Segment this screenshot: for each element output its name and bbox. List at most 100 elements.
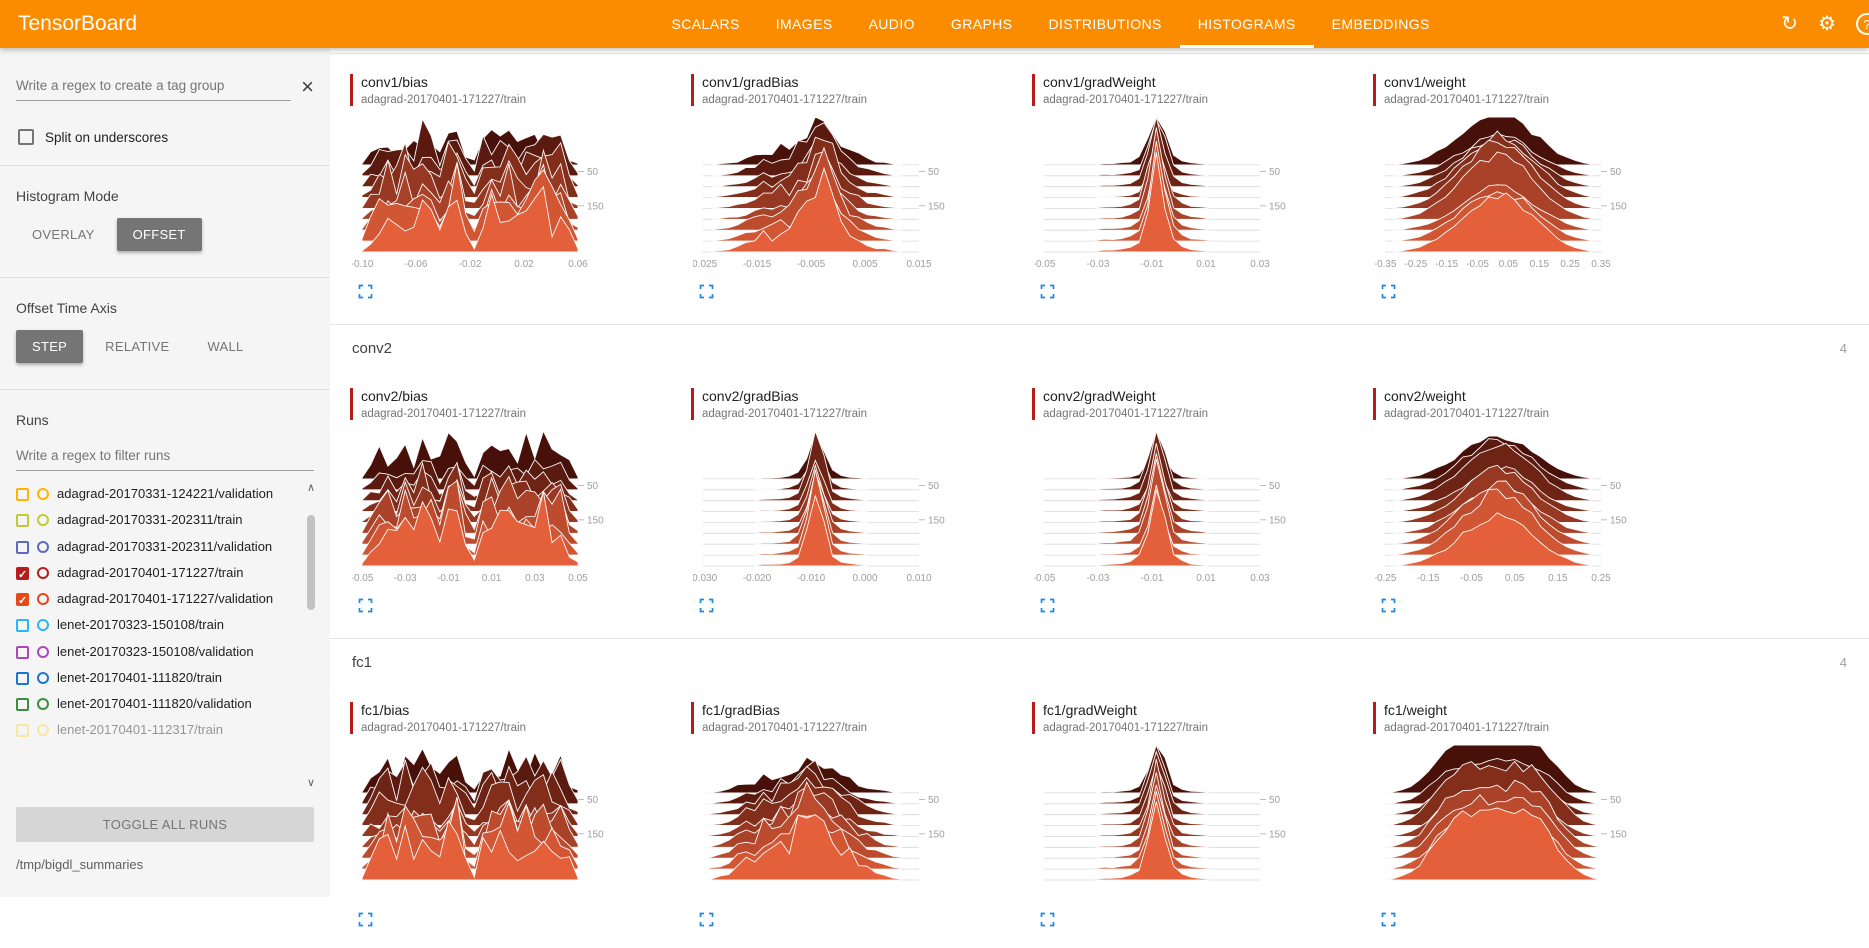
wall-button[interactable]: WALL	[207, 339, 244, 354]
scroll-down-icon[interactable]: ∨	[306, 777, 316, 789]
expand-card-button[interactable]	[350, 284, 675, 302]
expand-card-button[interactable]	[1373, 284, 1698, 302]
scroll-thumb[interactable]	[307, 515, 315, 610]
checkbox-icon[interactable]	[18, 129, 34, 145]
run-checkbox[interactable]	[16, 698, 29, 711]
tab-audio[interactable]: AUDIO	[868, 16, 915, 32]
close-icon[interactable]: ×	[301, 73, 314, 99]
histogram-chart[interactable]: 50 150 -0.25 -0.15 -0.05 0.05 0.15 0.25	[1375, 428, 1698, 596]
histogram-chart[interactable]: 50 150 -0.05 -0.03 -0.01 0.01 0.03 0.05	[352, 428, 675, 596]
svg-text:150: 150	[1610, 201, 1627, 212]
run-checkbox-checked[interactable]: ✓	[16, 593, 29, 607]
scroll-up-icon[interactable]: ∧	[306, 482, 316, 494]
run-checkbox[interactable]	[16, 488, 29, 501]
card-run-name: adagrad-20170401-171227/train	[1384, 407, 1549, 420]
histogram-chart[interactable]: 50 150 -0.025 -0.015 -0.005 0.005 0.015	[693, 114, 1016, 282]
section-header-conv2[interactable]: conv2 4	[330, 324, 1869, 372]
split-underscores-toggle[interactable]: Split on underscores	[18, 129, 314, 145]
settings-gear-icon[interactable]: ⚙	[1818, 13, 1836, 35]
relative-button[interactable]: RELATIVE	[105, 339, 170, 354]
run-row[interactable]: lenet-20170323-150108/train	[16, 612, 314, 638]
histogram-chart[interactable]: 50 150 -0.030 -0.020 -0.010 0.000 0.010	[693, 428, 1016, 596]
card-title: conv2/gradWeight	[1043, 388, 1156, 404]
run-checkbox[interactable]	[16, 645, 29, 659]
divider	[0, 277, 330, 278]
histogram-chart[interactable]: 50 150 -0.05 -0.03 -0.01 0.01 0.03	[1034, 114, 1357, 282]
run-checkbox[interactable]	[16, 619, 29, 633]
app-title: TensorBoard	[18, 12, 138, 35]
toggle-all-runs-button[interactable]: TOGGLE ALL RUNS	[16, 807, 314, 842]
overlay-button[interactable]: OVERLAY	[32, 227, 95, 242]
run-row[interactable]: lenet-20170401-112317/train	[16, 717, 314, 743]
run-row[interactable]: lenet-20170401-111820/validation	[16, 691, 314, 717]
section-count: 4	[1839, 341, 1847, 356]
histogram-card: conv1/bias adagrad-20170401-171227/train…	[350, 74, 675, 302]
divider	[0, 165, 330, 166]
section-header-fc1[interactable]: fc1 4	[330, 638, 1869, 686]
card-title: fc1/weight	[1384, 702, 1448, 718]
run-checkbox[interactable]	[16, 514, 29, 528]
run-row[interactable]: lenet-20170401-111820/train	[16, 665, 314, 691]
help-icon[interactable]: ?	[1856, 13, 1869, 35]
step-button[interactable]: STEP	[16, 330, 84, 363]
expand-card-button[interactable]	[1032, 598, 1357, 616]
expand-card-button[interactable]	[350, 912, 675, 930]
run-color-circle	[37, 619, 49, 632]
expand-icon	[1040, 598, 1055, 613]
offset-button[interactable]: OFFSET	[116, 218, 202, 251]
expand-icon	[699, 598, 714, 613]
histogram-chart[interactable]: 50 150 -0.05 -0.03 -0.01 0.01 0.03	[1034, 428, 1357, 596]
run-row[interactable]: lenet-20170323-150108/validation	[16, 639, 314, 665]
tab-scalars[interactable]: SCALARS	[671, 16, 740, 32]
expand-card-button[interactable]	[691, 284, 1016, 302]
run-row[interactable]: adagrad-20170331-202311/validation	[16, 534, 314, 560]
histogram-chart[interactable]: 50 150	[693, 742, 1016, 910]
tab-distributions[interactable]: DISTRIBUTIONS	[1048, 16, 1162, 32]
refresh-icon[interactable]: ↻	[1781, 13, 1799, 35]
expand-card-button[interactable]	[691, 598, 1016, 616]
tab-embeddings[interactable]: EMBEDDINGS	[1331, 16, 1430, 32]
card-title: conv2/bias	[361, 388, 428, 404]
svg-text:0.15: 0.15	[1548, 573, 1568, 584]
sidebar: × Split on underscores Histogram Mode OV…	[0, 48, 330, 897]
svg-text:150: 150	[1269, 515, 1286, 526]
histogram-chart[interactable]: 50 150	[352, 742, 675, 910]
histogram-mode-group: OVERLAY OFFSET	[16, 218, 314, 251]
expand-card-button[interactable]	[1373, 912, 1698, 930]
card-header: conv2/weight adagrad-20170401-171227/tra…	[1373, 388, 1698, 420]
tab-graphs[interactable]: GRAPHS	[950, 16, 1013, 32]
offset-time-axis-label: Offset Time Axis	[16, 300, 117, 316]
run-checkbox[interactable]	[16, 671, 29, 685]
run-row[interactable]: adagrad-20170331-124221/validation	[16, 481, 314, 507]
runs-filter-input[interactable]	[16, 442, 314, 471]
run-checkbox[interactable]	[16, 724, 29, 738]
expand-card-button[interactable]	[1032, 912, 1357, 930]
run-checkbox[interactable]	[16, 540, 29, 554]
log-directory-path: /tmp/bigdl_summaries	[16, 857, 144, 872]
run-row[interactable]: ✓ adagrad-20170401-171227/train	[16, 560, 314, 586]
card-title: conv1/gradBias	[702, 74, 799, 90]
scroll-track[interactable]	[306, 497, 316, 775]
run-label: lenet-20170323-150108/train	[57, 617, 224, 633]
tab-histograms[interactable]: HISTOGRAMS	[1179, 0, 1314, 48]
run-checkbox-checked[interactable]: ✓	[16, 566, 29, 581]
section-count: 4	[1839, 655, 1847, 670]
histogram-chart[interactable]: 50 150 -0.35 -0.25 -0.15 -0.05 0.05 0.15 0.25 0.3…	[1375, 114, 1698, 282]
tag-regex-input[interactable]	[16, 72, 292, 101]
expand-card-button[interactable]	[1373, 598, 1698, 616]
app-bar: TensorBoard SCALARS IMAGES AUDIO GRAPHS DIST…	[0, 0, 1869, 48]
cards-area: conv1/bias adagrad-20170401-171227/train…	[330, 58, 1869, 948]
expand-card-button[interactable]	[691, 912, 1016, 930]
card-run-name: adagrad-20170401-171227/train	[361, 93, 526, 106]
runs-scrollbar[interactable]: ∧ ∨	[304, 483, 318, 789]
run-row[interactable]: ✓ adagrad-20170401-171227/validation	[16, 586, 314, 612]
histogram-chart[interactable]: 50 150 -0.10 -0.06 -0.02 0.02 0.06	[352, 114, 675, 282]
histogram-chart[interactable]: 50 150	[1375, 742, 1698, 910]
histogram-chart[interactable]: 50 150	[1034, 742, 1357, 910]
tab-images[interactable]: IMAGES	[775, 16, 833, 32]
expand-icon	[699, 284, 714, 299]
run-row[interactable]: adagrad-20170331-202311/train	[16, 507, 314, 533]
expand-card-button[interactable]	[350, 598, 675, 616]
expand-card-button[interactable]	[1032, 284, 1357, 302]
svg-text:0.15: 0.15	[1530, 259, 1550, 270]
